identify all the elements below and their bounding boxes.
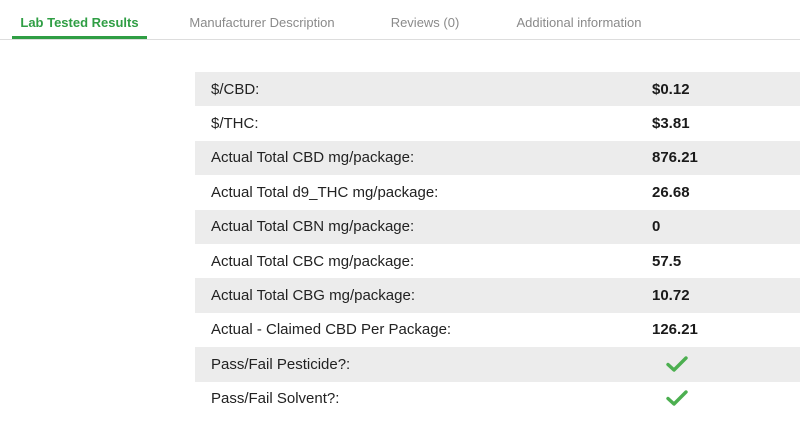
row-label: Actual Total CBN mg/package: — [211, 218, 415, 236]
row-label: Pass/Fail Solvent?: — [211, 390, 340, 408]
row-value: $0.12 — [652, 80, 690, 98]
row-value: 876.21 — [652, 149, 698, 167]
row-label: Pass/Fail Pesticide?: — [211, 355, 351, 373]
row-label: Actual Total CBC mg/package: — [211, 252, 415, 270]
table-row: $/THC: $3.81 — [195, 106, 800, 141]
table-row: $/CBD: $0.12 — [195, 72, 800, 107]
checkmark-icon — [666, 356, 688, 376]
row-value — [652, 382, 800, 416]
tab-reviews[interactable]: Reviews (0) — [390, 15, 460, 30]
table-row: Actual Total CBD mg/package: 876.21 — [195, 140, 800, 176]
row-label: Actual Total d9_THC mg/package: — [211, 183, 439, 201]
table-row: Actual - Claimed CBD Per Package: 126.21 — [195, 312, 800, 348]
table-row: Actual Total d9_THC mg/package: 26.68 — [195, 175, 800, 210]
table-row: Pass/Fail Pesticide?: — [195, 347, 800, 382]
row-label: $/CBD: — [211, 80, 260, 98]
row-label: Actual Total CBG mg/package: — [211, 287, 415, 305]
row-value: 126.21 — [652, 321, 698, 339]
row-label: Actual - Claimed CBD Per Package: — [211, 321, 452, 339]
checkmark-icon — [666, 390, 688, 410]
tab-lab-tested-results[interactable]: Lab Tested Results — [20, 15, 139, 30]
row-label: Actual Total CBD mg/package: — [211, 149, 415, 167]
row-label: $/THC: — [211, 115, 259, 133]
row-value — [652, 347, 800, 381]
table-row: Actual Total CBN mg/package: 0 — [195, 209, 800, 244]
table-row: Pass/Fail Solvent?: — [195, 381, 800, 416]
row-value: 57.5 — [652, 252, 682, 270]
lab-results-table: $/CBD: $0.12 $/THC: $3.81 Actual Total C… — [195, 72, 800, 416]
active-tab-indicator — [12, 36, 147, 39]
row-value: 0 — [652, 218, 661, 236]
tab-additional-information[interactable]: Additional information — [516, 15, 642, 30]
row-value: 26.68 — [652, 183, 690, 201]
tab-manufacturer-description[interactable]: Manufacturer Description — [189, 15, 335, 30]
row-value: 10.72 — [652, 287, 690, 305]
row-value: $3.81 — [652, 115, 690, 133]
table-row: Actual Total CBG mg/package: 10.72 — [195, 278, 800, 313]
table-row: Actual Total CBC mg/package: 57.5 — [195, 243, 800, 279]
product-tabs: Lab Tested Results Manufacturer Descript… — [0, 0, 800, 40]
